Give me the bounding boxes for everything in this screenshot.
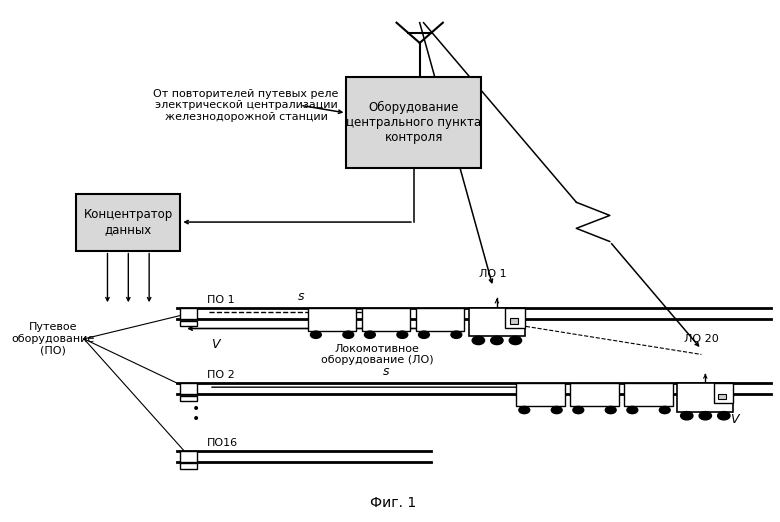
Circle shape	[718, 411, 730, 420]
Text: Фиг. 1: Фиг. 1	[370, 496, 416, 510]
Bar	[505, 308, 525, 328]
Text: •: •	[192, 402, 200, 416]
Bar	[180, 464, 197, 469]
Bar	[510, 318, 518, 324]
Circle shape	[627, 407, 638, 413]
Text: Концентратор
данных: Концентратор данных	[83, 208, 173, 236]
Text: ЛО 20: ЛО 20	[684, 334, 719, 344]
Bar	[624, 383, 673, 407]
Text: ПО16: ПО16	[207, 438, 238, 448]
Bar	[516, 383, 565, 407]
Bar	[180, 321, 197, 326]
Circle shape	[397, 331, 408, 338]
Text: ЛО 1: ЛО 1	[479, 269, 507, 279]
Bar	[678, 383, 733, 411]
Circle shape	[659, 407, 670, 413]
Bar	[180, 308, 197, 319]
Bar	[346, 77, 481, 168]
Text: V: V	[730, 413, 739, 426]
Bar	[362, 308, 410, 331]
Text: Путевое
оборудование
(ПО): Путевое оборудование (ПО)	[12, 322, 94, 355]
Circle shape	[343, 331, 353, 338]
Circle shape	[509, 336, 522, 345]
Bar	[570, 383, 619, 407]
Text: s: s	[382, 365, 389, 378]
Circle shape	[310, 331, 321, 338]
Bar	[308, 308, 356, 331]
Circle shape	[519, 407, 530, 413]
Bar	[469, 308, 525, 336]
Bar	[416, 308, 464, 331]
Text: s: s	[298, 290, 304, 303]
Circle shape	[681, 411, 693, 420]
Bar	[718, 394, 726, 399]
Circle shape	[419, 331, 429, 338]
Circle shape	[551, 407, 562, 413]
Text: •: •	[192, 412, 200, 426]
Text: От повторителей путевых реле
электрической централизации
железнодорожной станции: От повторителей путевых реле электрическ…	[154, 89, 339, 122]
Circle shape	[491, 336, 503, 345]
Circle shape	[472, 336, 484, 345]
Text: ПО 1: ПО 1	[207, 295, 234, 305]
Bar	[714, 383, 733, 403]
Text: Оборудование
центрального пункта
контроля: Оборудование центрального пункта контрол…	[346, 101, 481, 144]
Circle shape	[364, 331, 375, 338]
Circle shape	[699, 411, 711, 420]
Text: ПО 2: ПО 2	[207, 370, 235, 380]
Circle shape	[605, 407, 616, 413]
Bar	[180, 450, 197, 462]
Bar	[76, 194, 180, 251]
Circle shape	[573, 407, 583, 413]
Circle shape	[451, 331, 462, 338]
Bar	[180, 383, 197, 395]
Text: V: V	[211, 338, 219, 351]
Bar	[180, 396, 197, 401]
Text: Локомотивное
оборудование (ЛО): Локомотивное оборудование (ЛО)	[321, 343, 434, 365]
